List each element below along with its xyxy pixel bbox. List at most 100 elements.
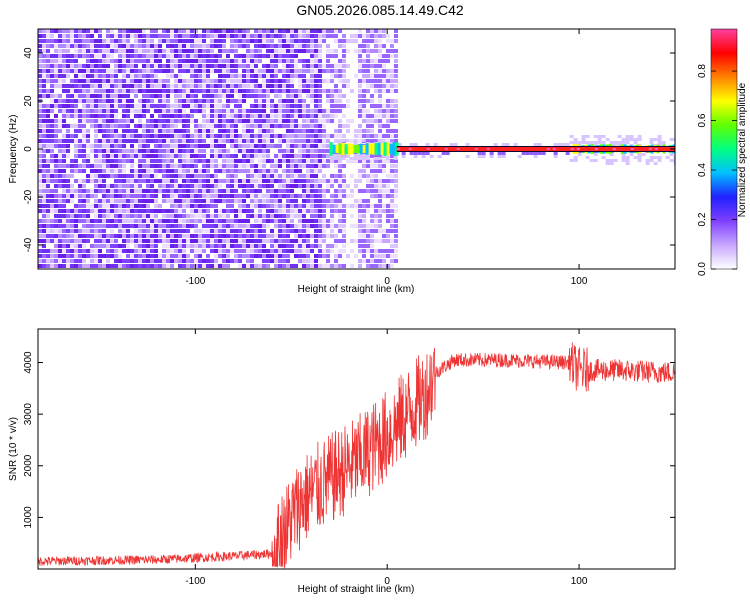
heatmap-cell	[306, 84, 310, 88]
heatmap-cell	[318, 144, 322, 148]
heatmap-cell	[138, 249, 142, 253]
heatmap-cell	[70, 199, 74, 203]
heatmap-cell	[74, 69, 78, 73]
heatmap-cell	[366, 159, 370, 163]
heatmap-cell	[310, 164, 314, 168]
heatmap-cell	[342, 214, 346, 218]
heatmap-cell	[190, 74, 194, 78]
heatmap-cell	[198, 154, 202, 158]
heatmap-cell	[330, 34, 334, 38]
heatmap-cell	[54, 79, 58, 83]
heatmap-cell	[62, 119, 66, 123]
heatmap-cell	[110, 149, 114, 153]
heatmap-cell	[214, 99, 218, 103]
heatmap-cell	[246, 144, 250, 148]
heatmap-cell	[258, 174, 262, 178]
heatmap-cell	[210, 244, 214, 248]
heatmap-cell	[42, 214, 46, 218]
heatmap-cell	[278, 44, 282, 48]
heatmap-cell	[326, 99, 330, 103]
heatmap-cell	[394, 129, 398, 133]
heatmap-cell	[42, 219, 46, 223]
heatmap-cell	[298, 94, 302, 98]
heatmap-cell	[306, 39, 310, 43]
heatmap-cell	[42, 229, 46, 233]
heatmap-cell	[266, 54, 270, 58]
heatmap-cell	[318, 129, 322, 133]
heatmap-cell	[286, 94, 290, 98]
heatmap-cell	[50, 64, 54, 68]
heatmap-cell	[222, 159, 226, 163]
heatmap-cell	[230, 224, 234, 228]
heatmap-cell	[90, 59, 94, 63]
heatmap-cell	[630, 148, 634, 150]
heatmap-cell	[110, 69, 114, 73]
heatmap-cell	[302, 69, 306, 73]
heatmap-cell	[318, 69, 322, 73]
heatmap-cell	[326, 94, 330, 98]
heatmap-cell	[302, 234, 306, 238]
heatmap-cell	[70, 234, 74, 238]
heatmap-cell	[338, 224, 342, 228]
heatmap-cell	[38, 259, 42, 263]
heatmap-cell	[206, 224, 210, 228]
heatmap-cell	[194, 154, 198, 158]
heatmap-cell	[78, 89, 82, 93]
heatmap-cell	[126, 124, 130, 128]
heatmap-cell	[286, 164, 290, 168]
heatmap-cell	[222, 94, 226, 98]
heatmap-cell	[246, 129, 250, 133]
heatmap-cell	[242, 54, 246, 58]
heatmap-cell	[114, 104, 118, 108]
heatmap-cell	[154, 129, 158, 133]
heatmap-cell	[70, 89, 74, 93]
heatmap-cell	[214, 109, 218, 113]
heatmap-cell	[374, 249, 378, 253]
heatmap-cell	[390, 239, 394, 243]
heatmap-cell	[230, 249, 234, 253]
heatmap-cell	[194, 209, 198, 213]
heatmap-cell	[174, 39, 178, 43]
heatmap-cell	[282, 224, 286, 228]
heatmap-cell	[194, 74, 198, 78]
heatmap-cell	[310, 219, 314, 223]
heatmap-cell	[130, 144, 134, 148]
heatmap-cell	[358, 229, 362, 233]
heatmap-cell	[138, 169, 142, 173]
heatmap-cell	[226, 154, 230, 158]
heatmap-cell	[322, 229, 326, 233]
heatmap-cell	[178, 249, 182, 253]
heatmap-cell	[210, 144, 214, 148]
heatmap-cell	[82, 34, 86, 38]
heatmap-cell	[126, 179, 130, 183]
heatmap-cell	[182, 134, 186, 138]
heatmap-cell	[114, 139, 118, 143]
heatmap-cell	[322, 164, 326, 168]
heatmap-cell	[362, 64, 366, 68]
heatmap-cell	[150, 84, 154, 88]
heatmap-cell	[198, 134, 202, 138]
heatmap-cell	[46, 134, 50, 138]
heatmap-cell	[158, 204, 162, 208]
heatmap-cell	[202, 74, 206, 78]
heatmap-cell	[170, 84, 174, 88]
heatmap-cell	[246, 224, 250, 228]
heatmap-cell	[50, 144, 54, 148]
heatmap-cell	[214, 119, 218, 123]
heatmap-cell	[78, 34, 82, 38]
heatmap-cell	[138, 179, 142, 183]
heatmap-cell	[254, 154, 258, 158]
heatmap-cell	[162, 224, 166, 228]
heatmap-cell	[130, 49, 134, 53]
heatmap-cell	[50, 204, 54, 208]
heatmap-cell	[78, 254, 82, 258]
heatmap-cell	[114, 209, 118, 213]
heatmap-cell	[657, 135, 662, 138]
heatmap-cell	[186, 144, 190, 148]
heatmap-cell	[86, 134, 90, 138]
heatmap-cell	[266, 119, 270, 123]
heatmap-cell	[286, 54, 290, 58]
heatmap-cell	[374, 104, 378, 108]
heatmap-cell	[425, 143, 430, 146]
heatmap-cell	[154, 189, 158, 193]
